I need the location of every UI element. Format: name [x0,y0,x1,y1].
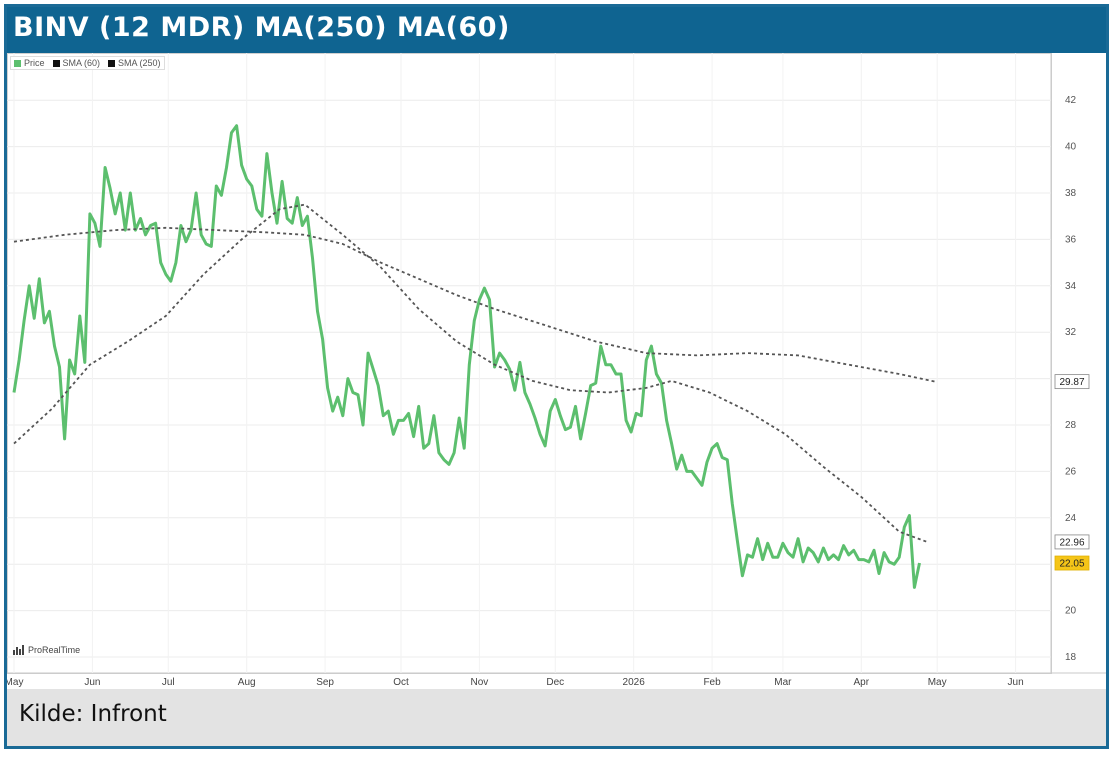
y-tick-label-18: 18 [1065,652,1077,663]
legend-item-sma60: SMA (60) [52,58,101,68]
price-chart: 18202224262830323436384042MayJunJulAugSe… [5,53,1106,688]
source-footer: Kilde: Infront [7,689,1106,746]
x-tick-label-4: Sep [316,677,334,688]
y-tick-label-34: 34 [1065,281,1077,292]
x-tick-label-9: Feb [703,677,721,688]
chart-area: 18202224262830323436384042MayJunJulAugSe… [5,53,1106,689]
legend-item-sma250: SMA (250) [108,58,161,68]
x-tick-label-13: Jun [1008,677,1024,688]
y-tick-label-32: 32 [1065,327,1077,338]
brand-label: ProRealTime [28,645,81,655]
candlestick-icon [13,645,24,655]
legend-swatch-price [14,59,21,67]
chart-title: BINV (12 MDR) MA(250) MA(60) [13,12,510,43]
badge-label-1: 22.96 [1059,537,1084,548]
x-tick-label-7: Dec [546,677,564,688]
legend-swatch-sma60 [52,59,60,67]
y-tick-label-36: 36 [1065,234,1077,245]
y-tick-label-40: 40 [1065,142,1077,153]
y-tick-label-42: 42 [1065,95,1077,106]
sma-line-2 [13,203,928,543]
badge-box-2 [1054,555,1090,571]
legend-label-price: Price [24,58,45,68]
legend-item-price: Price [14,58,45,68]
price-line [12,124,921,589]
source-label: Kilde: Infront [19,701,167,727]
prorealtime-brand: ProRealTime [13,645,80,655]
x-tick-label-3: Aug [238,677,256,688]
x-tick-label-2: Jul [162,677,175,688]
y-tick-label-28: 28 [1065,420,1077,431]
chart-legend: Price SMA (60) SMA (250) [10,56,165,70]
y-tick-label-26: 26 [1065,466,1077,477]
chart-panel: BINV (12 MDR) MA(250) MA(60) 18202224262… [4,4,1109,749]
x-tick-label-12: May [928,677,947,688]
legend-label-sma250: SMA (250) [118,58,161,68]
x-tick-label-11: Apr [854,677,870,688]
y-tick-label-38: 38 [1065,188,1077,199]
y-tick-label-20: 20 [1065,606,1077,617]
badge-box-1 [1054,534,1090,550]
badge-label-0: 29.87 [1059,377,1084,388]
badge-box-0 [1054,374,1090,390]
y-tick-label-24: 24 [1065,513,1077,524]
badge-label-2: 22.05 [1059,559,1084,570]
x-tick-label-6: Nov [470,677,488,688]
legend-label-sma60: SMA (60) [62,58,101,68]
x-tick-label-8: 2026 [623,677,646,688]
sma-line-1 [13,226,935,383]
x-tick-label-5: Oct [393,677,409,688]
legend-swatch-sma250 [108,59,116,67]
x-tick-label-1: Jun [84,677,100,688]
x-tick-label-0: May [7,677,23,688]
x-tick-label-10: Mar [774,677,792,688]
title-bar: BINV (12 MDR) MA(250) MA(60) [7,7,1106,53]
